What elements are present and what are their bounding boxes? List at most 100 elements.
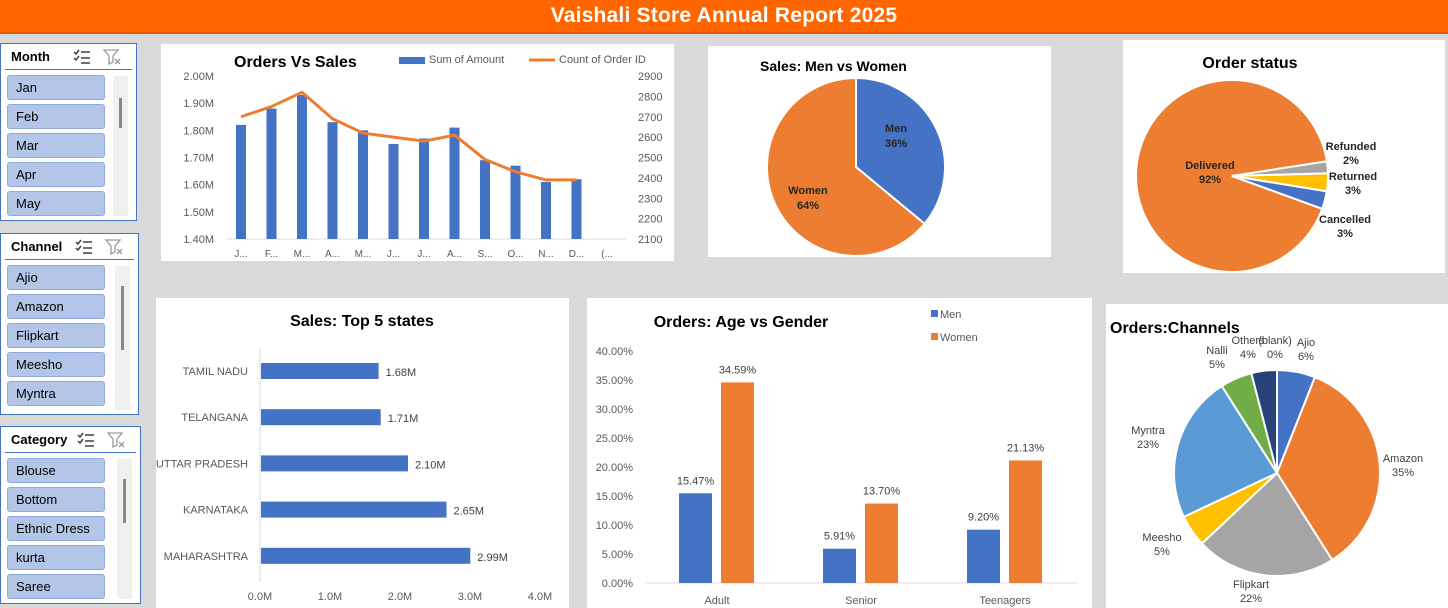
y-tick-label: 5.00% <box>602 549 633 561</box>
y-tick-label: TAMIL NADU <box>183 366 248 378</box>
chart-title: Sales: Top 5 states <box>290 313 434 330</box>
bar-amount <box>297 95 307 239</box>
y2-tick-label: 2500 <box>638 153 662 165</box>
bar-data-label: 15.47% <box>677 475 715 487</box>
bar-state <box>261 547 471 564</box>
bar-data-label: 21.13% <box>1007 442 1045 454</box>
orders-vs-sales-chart: Orders Vs Sales Sum of Amount Count of Ord… <box>161 44 674 261</box>
slice-label-name: Amazon <box>1383 453 1423 465</box>
x-tick-label: 0.0M <box>248 591 272 603</box>
slicer-items: Jan Feb Mar Apr May <box>7 75 105 220</box>
chart-title: Sales: Men vs Women <box>760 58 907 74</box>
y2-tick-label: 2800 <box>638 91 662 103</box>
bar-women <box>865 503 898 583</box>
slice-label-pct: 0% <box>1267 349 1283 361</box>
y2-tick-label: 2600 <box>638 132 662 144</box>
x-tick-label: J... <box>417 249 430 260</box>
bar-men <box>823 548 856 583</box>
slice-label-name: Nalli <box>1206 345 1227 357</box>
bar-data-label: 2.99M <box>477 552 508 564</box>
x-tick-label: F... <box>265 249 278 260</box>
y-tick-label: 40.00% <box>596 346 634 358</box>
slicer-scrollbar[interactable] <box>115 266 130 410</box>
multi-select-icon[interactable] <box>72 48 92 66</box>
y-tick-label: 15.00% <box>596 491 634 503</box>
x-tick-label: J... <box>234 249 247 260</box>
scrollbar-thumb[interactable] <box>121 286 124 350</box>
scrollbar-thumb[interactable] <box>119 98 122 128</box>
pie-slice <box>766 76 926 257</box>
slicer-item[interactable]: May <box>7 191 105 216</box>
slicer-item[interactable]: Ajio <box>7 265 105 290</box>
bar-amount <box>327 122 338 239</box>
chart-title: Orders: Age vs Gender <box>654 314 829 331</box>
scrollbar-thumb[interactable] <box>123 479 126 523</box>
y-tick-label: 1.40M <box>183 234 214 246</box>
slicer-item[interactable]: Apr <box>7 162 105 187</box>
bar-amount <box>419 138 429 239</box>
slicer-title: Month <box>11 49 50 64</box>
multi-select-icon[interactable] <box>74 238 94 256</box>
bar-data-label: 34.59% <box>719 364 757 376</box>
slicer-header: Category <box>5 427 136 453</box>
y-tick-label: 25.00% <box>596 433 634 445</box>
category-slicer[interactable]: Category Blouse Bottom Ethnic Dress kurt… <box>0 426 141 604</box>
slicer-items: Blouse Bottom Ethnic Dress kurta Saree <box>7 458 105 603</box>
y-tick-label: 1.90M <box>183 98 214 110</box>
slicer-item[interactable]: Bottom <box>7 487 105 512</box>
bar-amount <box>480 160 490 239</box>
slice-label-pct: 3% <box>1337 228 1353 240</box>
line-orders <box>240 90 577 182</box>
channel-slicer[interactable]: Channel Ajio Amazon Flipkart Meesho Mynt… <box>0 233 139 415</box>
y-tick-label: 1.60M <box>183 180 214 192</box>
y2-tick-label: 2400 <box>638 173 662 185</box>
slicer-item[interactable]: kurta <box>7 545 105 570</box>
slicer-item[interactable]: Flipkart <box>7 323 105 348</box>
chart-title: Orders Vs Sales <box>234 54 357 71</box>
slicer-item[interactable]: Jan <box>7 75 105 100</box>
slicer-item[interactable]: Amazon <box>7 294 105 319</box>
y2-tick-label: 2900 <box>638 71 662 83</box>
slice-label-name: Ajio <box>1297 337 1315 349</box>
clear-filter-icon[interactable] <box>102 48 122 66</box>
y-tick-label: 30.00% <box>596 404 634 416</box>
bar-amount <box>449 127 460 239</box>
y2-tick-label: 2300 <box>638 193 662 205</box>
slice-label-pct: 23% <box>1137 439 1159 451</box>
chart-title: Order status <box>1202 55 1297 72</box>
slice-label-pct: 5% <box>1209 359 1225 371</box>
slicer-item[interactable]: Myntra <box>7 381 105 406</box>
slicer-item[interactable]: Feb <box>7 104 105 129</box>
bar-amount <box>571 179 582 239</box>
slicer-scrollbar[interactable] <box>117 459 132 599</box>
slicer-scrollbar[interactable] <box>113 76 128 216</box>
slice-label-name: (blank) <box>1258 335 1292 347</box>
slicer-item[interactable]: Ethnic Dress <box>7 516 105 541</box>
men-vs-women-chart: Sales: Men vs Women Men 36% Women 64% <box>708 46 1051 257</box>
report-title: Vaishali Store Annual Report 2025 <box>550 4 898 27</box>
slicer-item[interactable]: Meesho <box>7 352 105 377</box>
bar-data-label: 13.70% <box>863 486 901 498</box>
y-tick-label: 0.00% <box>602 578 633 590</box>
legend-swatch <box>931 310 938 317</box>
clear-filter-icon[interactable] <box>106 431 126 449</box>
multi-select-icon[interactable] <box>76 431 96 449</box>
slice-label-name: Meesho <box>1142 532 1181 544</box>
slicer-item[interactable]: Mar <box>7 133 105 158</box>
top-states-chart: Sales: Top 5 states TAMIL NADU 1.68M TELANG… <box>156 298 569 608</box>
slice-label-pct: 3% <box>1345 185 1361 197</box>
bar-state <box>261 409 381 426</box>
bar-data-label: 9.20% <box>968 512 999 524</box>
bar-state <box>261 501 447 518</box>
slicer-items: Ajio Amazon Flipkart Meesho Myntra <box>7 265 105 410</box>
bar-women <box>721 382 754 583</box>
slice-label-pct: 64% <box>797 200 819 212</box>
pie-slice <box>1173 384 1279 519</box>
x-tick-label: 1.0M <box>318 591 342 603</box>
slicer-item[interactable]: Saree <box>7 574 105 599</box>
month-slicer[interactable]: Month Jan Feb Mar Apr May <box>0 43 137 221</box>
y-tick-label: 1.50M <box>183 207 214 219</box>
bar-state <box>261 363 379 379</box>
slicer-item[interactable]: Blouse <box>7 458 105 483</box>
clear-filter-icon[interactable] <box>104 238 124 256</box>
